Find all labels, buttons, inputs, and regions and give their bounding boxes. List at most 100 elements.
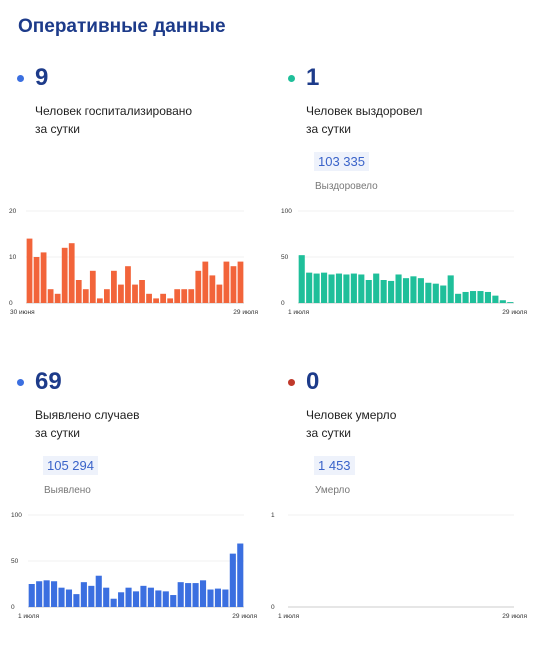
bar	[170, 595, 177, 607]
bar	[111, 270, 117, 303]
y-tick-label: 100	[281, 208, 292, 215]
description-line-1: Выявлено случаев	[35, 408, 140, 422]
bar	[54, 293, 61, 303]
bar	[162, 591, 169, 607]
daily-count: 1	[306, 64, 320, 91]
bar	[167, 298, 174, 303]
bar	[469, 291, 477, 303]
description-line-2: за сутки	[306, 426, 351, 440]
bar	[223, 261, 230, 303]
bar	[61, 247, 68, 303]
bar	[147, 587, 154, 607]
bar	[118, 592, 125, 607]
total-value: 103 335	[314, 152, 369, 171]
bar	[110, 598, 117, 607]
bar	[195, 270, 202, 303]
bar	[140, 585, 147, 607]
bar	[410, 276, 417, 303]
bar	[160, 293, 167, 303]
y-tick-label: 0	[271, 604, 275, 611]
y-tick-label: 0	[9, 300, 13, 307]
bar	[432, 283, 439, 303]
bar	[313, 273, 320, 303]
description-line-2: за сутки	[306, 122, 351, 136]
y-tick-label: 50	[11, 558, 19, 565]
bar	[68, 243, 75, 303]
deaths-bar-chart: 0 1 1 июля 29 июля	[271, 512, 527, 620]
bar	[229, 553, 236, 607]
bar	[139, 280, 145, 303]
description-line-1: Человек умерло	[306, 408, 397, 422]
panel-deaths: 0 Человек умерло за сутки 1 453 Умерло	[288, 368, 544, 668]
y-tick-label: 0	[11, 604, 15, 611]
bar	[462, 291, 469, 303]
bar	[477, 291, 484, 303]
bar	[181, 289, 188, 303]
y-tick-label: 1	[271, 512, 275, 519]
bar	[417, 278, 424, 303]
bar	[185, 583, 192, 607]
bar	[388, 280, 395, 303]
bar	[43, 580, 50, 607]
bar	[492, 295, 499, 303]
bar	[237, 543, 244, 607]
total-label: Умерло	[315, 485, 351, 496]
bar	[358, 274, 365, 303]
description-line-2: за сутки	[35, 426, 80, 440]
bar	[75, 280, 82, 303]
bar	[365, 280, 372, 303]
bullet-dot	[17, 75, 24, 82]
x-end-label: 29 июля	[502, 613, 527, 620]
total-value: 105 294	[43, 456, 98, 475]
bar	[51, 581, 58, 607]
bar	[174, 289, 181, 303]
bar	[373, 273, 380, 303]
total-label: Выздоровело	[315, 181, 378, 192]
bar	[73, 594, 80, 607]
bar	[425, 282, 432, 303]
bar	[192, 583, 199, 607]
y-tick-label: 50	[281, 254, 289, 261]
bar	[321, 272, 328, 303]
recovered-bar-chart: 0 50 100 1 июля 29 июля	[281, 208, 527, 316]
bar	[28, 584, 35, 607]
panel-detected: 69 Выявлено случаев за сутки 105 294 Выя…	[17, 368, 279, 668]
bar	[216, 284, 223, 303]
description-line-2: за сутки	[35, 122, 80, 136]
panel-hospitalized: 9 Человек госпитализировано за сутки	[17, 64, 279, 364]
bar	[207, 589, 214, 607]
bar	[95, 575, 102, 607]
bar	[88, 585, 95, 607]
bar	[298, 255, 305, 303]
bar	[177, 582, 184, 607]
bar	[118, 284, 124, 303]
bar	[33, 257, 40, 303]
bar	[199, 580, 207, 607]
bar	[132, 591, 140, 607]
bar	[125, 587, 132, 607]
bar	[440, 285, 447, 303]
bar	[40, 252, 47, 303]
bullet-dot	[288, 379, 295, 386]
bar	[80, 582, 87, 607]
bar	[455, 293, 462, 303]
bar	[103, 289, 110, 303]
bar	[132, 284, 138, 303]
x-start-label: 1 июля	[18, 613, 40, 620]
x-end-label: 29 июля	[233, 309, 258, 316]
bar	[380, 280, 387, 303]
bar	[209, 275, 216, 303]
description: Человек госпитализировано за сутки	[35, 102, 192, 138]
y-tick-label: 100	[11, 512, 22, 519]
bar	[499, 300, 506, 303]
bar	[155, 590, 162, 607]
x-end-label: 29 июля	[232, 613, 257, 620]
bar	[484, 291, 491, 303]
total-label: Выявлено	[44, 485, 91, 496]
bar	[507, 302, 514, 303]
bar	[96, 298, 103, 303]
page-title: Оперативные данные	[18, 16, 226, 37]
x-start-label: 30 июня	[10, 309, 35, 316]
bar	[230, 266, 237, 303]
detected-bar-chart: 0 50 100 1 июля 29 июля	[11, 512, 257, 620]
